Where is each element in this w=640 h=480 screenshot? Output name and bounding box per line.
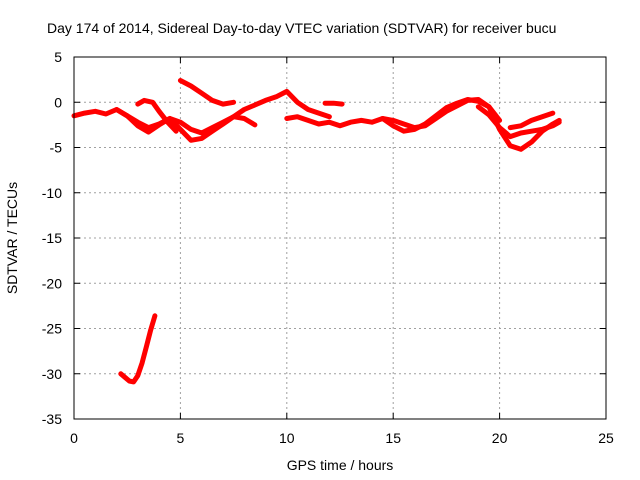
series-line-track-3 bbox=[177, 78, 237, 107]
y-tick-label: 0 bbox=[54, 94, 62, 110]
series-line-track-8 bbox=[507, 110, 556, 131]
y-tick-label: -30 bbox=[42, 366, 62, 382]
y-tick-label: 5 bbox=[54, 49, 62, 65]
series-line-track-2 bbox=[114, 107, 258, 143]
y-tick-label: -5 bbox=[50, 140, 63, 156]
chart-title: Day 174 of 2014, Sidereal Day-to-day VTE… bbox=[47, 20, 556, 36]
x-axis-label: GPS time / hours bbox=[287, 457, 394, 473]
series-line-track-4 bbox=[135, 97, 179, 134]
x-axis-ticks: 0 5 10 15 20 25 bbox=[70, 57, 614, 446]
y-tick-label: -15 bbox=[42, 230, 62, 246]
data-series bbox=[71, 78, 562, 385]
grid-lines bbox=[74, 57, 606, 419]
y-tick-label: -20 bbox=[42, 275, 62, 291]
y-tick-label: -25 bbox=[42, 321, 62, 337]
series-line-track-9 bbox=[322, 100, 345, 107]
y-tick-label: -35 bbox=[42, 411, 62, 427]
x-tick-label: 20 bbox=[492, 430, 508, 446]
y-axis-label: SDTVAR / TECUs bbox=[4, 182, 20, 294]
series-line-track-6 bbox=[380, 97, 562, 152]
x-tick-label: 25 bbox=[598, 430, 614, 446]
series-line-track-10 bbox=[118, 313, 158, 385]
x-tick-label: 10 bbox=[279, 430, 295, 446]
y-axis-ticks: 5 0 -5 -10 -15 -20 -25 -30 -35 bbox=[42, 49, 606, 427]
series-line-track-7 bbox=[475, 104, 562, 140]
x-tick-label: 15 bbox=[385, 430, 401, 446]
x-tick-label: 5 bbox=[177, 430, 185, 446]
series-line-track-1 bbox=[71, 88, 332, 136]
x-tick-label: 0 bbox=[70, 430, 78, 446]
y-tick-label: -10 bbox=[42, 185, 62, 201]
